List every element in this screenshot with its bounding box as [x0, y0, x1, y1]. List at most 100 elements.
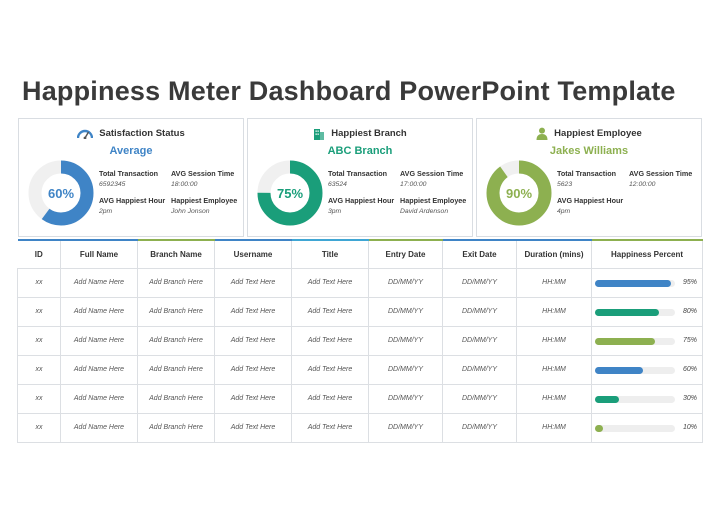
cell-username: Add Text Here [214, 355, 292, 385]
cell-exit-date: DD/MM/YY [442, 268, 517, 298]
cell-full-name: Add Name Here [60, 326, 138, 356]
stat-value: 18:00:00 [171, 181, 198, 188]
cell-full-name: Add Name Here [60, 355, 138, 385]
donut-percent: 90% [505, 185, 533, 201]
card-subtitle: Average [109, 145, 153, 157]
cell-entry-date: DD/MM/YY [368, 413, 443, 443]
progress-bar-fill [595, 279, 671, 287]
cell-duration: HH:MM [516, 355, 592, 385]
table-body: xx Add Name Here Add Branch Here Add Text H… [17, 268, 703, 443]
progress-bar [595, 279, 675, 287]
stat-total-transaction: Total Transaction 5623 [557, 169, 629, 188]
cell-full-name: Add Name Here [60, 297, 138, 327]
table-row: xx Add Name Here Add Branch Here Add Text H… [17, 326, 703, 356]
table-row: xx Add Name Here Add Branch Here Add Text H… [17, 355, 703, 385]
stat-value: David Ardenson [400, 208, 449, 215]
cell-exit-date: DD/MM/YY [442, 413, 517, 443]
card-happiest-employee: Happiest Employee Jakes Williams 90% Tot… [476, 118, 702, 237]
cell-happiness-percent: 30% [591, 384, 703, 414]
card-heading: Happiest Branch [331, 127, 407, 139]
cell-branch-name: Add Branch Here [137, 413, 215, 443]
stat-happiest-employee: Happiest Employee John Jonson [171, 196, 243, 215]
card-header: Satisfaction Status [19, 125, 243, 141]
stat-label: AVG Session Time [171, 169, 235, 178]
table-row: xx Add Name Here Add Branch Here Add Text H… [17, 413, 703, 443]
cell-entry-date: DD/MM/YY [368, 355, 443, 385]
progress-bar-fill [595, 395, 619, 403]
cell-entry-date: DD/MM/YY [368, 297, 443, 327]
cell-branch-name: Add Branch Here [137, 268, 215, 298]
progress-bar-fill [595, 424, 603, 432]
card-heading: Happiest Employee [554, 127, 642, 139]
donut-ring [486, 160, 552, 226]
progress-bar [595, 337, 675, 345]
stat-total-transaction: Total Transaction 63524 [328, 169, 400, 188]
gauge-icon [77, 129, 94, 139]
donut-arc [486, 160, 552, 226]
cell-branch-name: Add Branch Here [137, 326, 215, 356]
cell-title: Add Text Here [291, 326, 369, 356]
stat-value: 5623 [557, 181, 573, 188]
donut-percent: 60% [47, 185, 75, 201]
cell-title: Add Text Here [291, 355, 369, 385]
cell-id: xx [17, 326, 61, 356]
stat-label: AVG Session Time [400, 169, 464, 178]
stat-label: AVG Session Time [629, 169, 693, 178]
stat-value: 4pm [557, 208, 571, 215]
progress-bar [595, 395, 675, 403]
progress-bar [595, 366, 675, 374]
cell-full-name: Add Name Here [60, 268, 138, 298]
card-subtitle: Jakes Williams [549, 145, 629, 157]
cell-duration: HH:MM [516, 326, 592, 356]
cell-id: xx [17, 355, 61, 385]
cell-duration: HH:MM [516, 413, 592, 443]
cell-id: xx [17, 297, 61, 327]
stat-avg-session: AVG Session Time 12:00:00 [629, 169, 701, 188]
progress-bar-fill [595, 366, 643, 374]
cell-entry-date: DD/MM/YY [368, 326, 443, 356]
donut-ring [28, 160, 94, 226]
donut-chart: 75% [256, 159, 324, 227]
cell-duration: HH:MM [516, 268, 592, 298]
cell-username: Add Text Here [214, 413, 292, 443]
column-header-branch-name: Branch Name [137, 239, 215, 269]
stat-value: 12:00:00 [629, 181, 656, 188]
column-header-duration: Duration (mins) [516, 239, 592, 269]
cell-id: xx [17, 413, 61, 443]
cell-username: Add Text Here [214, 268, 292, 298]
progress-percent-label: 75% [682, 336, 697, 344]
cell-exit-date: DD/MM/YY [442, 384, 517, 414]
person-icon [536, 127, 548, 140]
stat-total-transaction: Total Transaction 6592345 [99, 169, 171, 188]
progress-percent-label: 10% [682, 423, 697, 431]
cell-title: Add Text Here [291, 297, 369, 327]
cell-exit-date: DD/MM/YY [442, 355, 517, 385]
column-header-id: ID [17, 239, 61, 269]
progress-percent-label: 80% [682, 307, 697, 315]
stat-value: 6592345 [99, 181, 126, 188]
progress-bar [595, 308, 675, 316]
cell-full-name: Add Name Here [60, 384, 138, 414]
stat-label: Happiest Employee [171, 196, 238, 205]
cell-full-name: Add Name Here [60, 413, 138, 443]
progress-percent-label: 30% [682, 394, 697, 402]
progress-bar-fill [595, 337, 655, 345]
cell-happiness-percent: 95% [591, 268, 703, 298]
stat-value: 17:00:00 [400, 181, 427, 188]
cell-happiness-percent: 80% [591, 297, 703, 327]
cell-branch-name: Add Branch Here [137, 297, 215, 327]
table-header-row: ID Full Name Branch Name Username Title Entry… [17, 239, 703, 269]
cell-branch-name: Add Branch Here [137, 384, 215, 414]
stat-label: Total Transaction [328, 169, 387, 178]
card-happiest-branch: Happiest Branch ABC Branch 75% Total Tra… [247, 118, 473, 237]
stat-label: Happiest Employee [400, 196, 467, 205]
card-header: Happiest Branch [248, 125, 472, 141]
table-row: xx Add Name Here Add Branch Here Add Text H… [17, 297, 703, 327]
stat-label: AVG Happiest Hour [99, 196, 166, 205]
stat-avg-session: AVG Session Time 18:00:00 [171, 169, 243, 188]
card-subtitle: ABC Branch [327, 145, 393, 157]
stat-value: John Jonson [171, 208, 210, 215]
cell-exit-date: DD/MM/YY [442, 326, 517, 356]
cell-id: xx [17, 268, 61, 298]
column-header-title: Title [291, 239, 369, 269]
